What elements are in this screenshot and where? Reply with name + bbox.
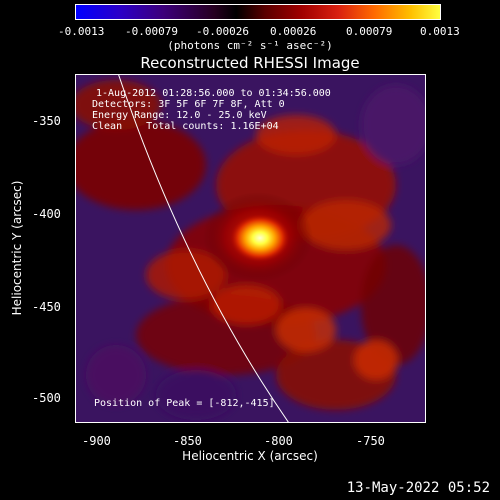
y-tick: -500 — [32, 391, 61, 405]
annotation-detectors: Detectors: 3F 5F 6F 7F 8F, Att 0 — [92, 99, 285, 110]
x-tick: -800 — [264, 434, 293, 448]
annotation-peak: Position of Peak = [-812,-415] — [94, 398, 275, 409]
solar-limb — [118, 75, 289, 422]
annotation-time: 1-Aug-2012 01:28:56.000 to 01:34:56.000 — [96, 88, 331, 99]
y-axis-label: Heliocentric Y (arcsec) — [10, 180, 24, 316]
colorbar — [75, 4, 441, 20]
y-tick: -450 — [32, 300, 61, 314]
x-tick: -850 — [173, 434, 202, 448]
colorbar-tick: -0.00026 — [196, 25, 249, 38]
image-title: Reconstructed RHESSI Image — [140, 54, 360, 72]
colorbar-units: (photons cm⁻² s⁻¹ asec⁻²) — [167, 39, 333, 52]
image-canvas — [76, 75, 425, 422]
x-tick: -750 — [356, 434, 385, 448]
annotation-energy: Energy Range: 12.0 - 25.0 keV — [92, 110, 267, 121]
y-tick: -400 — [32, 207, 61, 221]
footer-timestamp: 13-May-2022 05:52 — [346, 480, 490, 496]
x-tick: -900 — [82, 434, 111, 448]
colorbar-tick: 0.00079 — [346, 25, 393, 38]
colorbar-tick: 0.0013 — [420, 25, 460, 38]
flare-peak — [230, 214, 290, 262]
colorbar-tick: -0.0013 — [58, 25, 105, 38]
x-axis-label: Heliocentric X (arcsec) — [182, 449, 318, 463]
y-tick: -350 — [32, 114, 61, 128]
colorbar-tick: -0.00079 — [125, 25, 178, 38]
rhessi-image: 1-Aug-2012 01:28:56.000 to 01:34:56.000 … — [75, 74, 426, 423]
colorbar-tick: 0.00026 — [270, 25, 317, 38]
annotation-clean: Clean Total counts: 1.16E+04 — [92, 121, 279, 132]
